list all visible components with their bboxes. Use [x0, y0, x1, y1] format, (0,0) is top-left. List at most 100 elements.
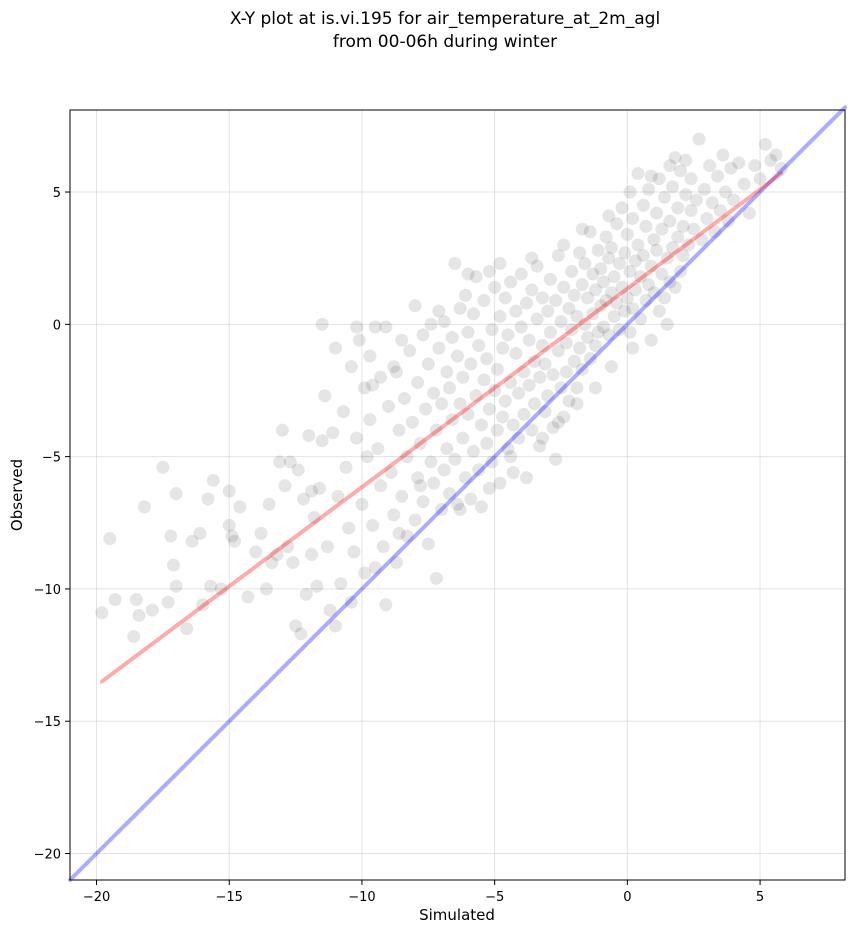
data-point: [485, 323, 499, 337]
data-point: [392, 526, 406, 540]
data-point: [551, 415, 565, 429]
data-point: [713, 204, 727, 218]
data-point: [374, 479, 388, 493]
data-point: [636, 198, 650, 212]
data-point: [490, 362, 504, 376]
data-point: [289, 619, 303, 633]
data-point: [363, 349, 377, 363]
data-point: [665, 241, 679, 255]
data-point: [586, 307, 600, 321]
data-point: [389, 365, 403, 379]
data-point: [328, 619, 342, 633]
data-point: [748, 159, 762, 173]
y-tick-label: −20: [34, 848, 61, 863]
regression-fit-line: [99, 171, 784, 684]
data-point: [551, 249, 565, 263]
data-point: [602, 209, 616, 223]
data-point: [634, 312, 648, 326]
data-point: [397, 391, 411, 405]
data-point: [634, 270, 648, 284]
data-point: [501, 328, 515, 342]
data-point: [108, 593, 122, 607]
data-point: [440, 442, 454, 456]
data-point: [302, 428, 316, 442]
data-point: [466, 444, 480, 458]
data-point: [469, 270, 483, 284]
data-point: [769, 148, 783, 162]
data-point: [525, 251, 539, 265]
data-point: [204, 579, 218, 593]
data-point: [145, 603, 159, 617]
data-point: [355, 497, 369, 511]
data-point: [275, 423, 289, 437]
data-point: [570, 309, 584, 323]
data-point: [594, 262, 608, 276]
data-point: [435, 503, 449, 517]
data-point: [493, 309, 507, 323]
data-point: [389, 555, 403, 569]
data-point: [567, 288, 581, 302]
data-point: [575, 222, 589, 236]
data-point: [496, 410, 510, 424]
data-point: [636, 249, 650, 263]
data-point: [711, 169, 725, 183]
data-point: [403, 344, 417, 358]
y-axis-ticks: −20 −15 −10 −5 0 5: [34, 186, 70, 863]
data-point: [689, 193, 703, 207]
x-tick-label: 5: [756, 890, 764, 905]
data-point: [551, 344, 565, 358]
data-point: [663, 159, 677, 173]
data-point: [535, 291, 549, 305]
data-point: [323, 603, 337, 617]
data-point: [559, 365, 573, 379]
data-point: [533, 439, 547, 453]
data-point: [583, 352, 597, 366]
data-point: [416, 328, 430, 342]
data-point: [437, 463, 451, 477]
data-point: [660, 251, 674, 265]
data-point: [445, 413, 459, 427]
data-point: [342, 521, 356, 535]
data-point: [658, 291, 672, 305]
data-point: [286, 555, 300, 569]
data-point: [676, 219, 690, 233]
data-point: [543, 325, 557, 339]
data-point: [543, 272, 557, 286]
data-point: [328, 341, 342, 355]
data-point: [673, 164, 687, 178]
data-point: [424, 455, 438, 469]
data-point: [392, 423, 406, 437]
data-point: [554, 381, 568, 395]
data-point: [764, 153, 778, 167]
x-tick-label: −10: [348, 890, 375, 905]
data-point: [557, 410, 571, 424]
data-point: [376, 540, 390, 554]
data-point: [612, 323, 626, 337]
data-point: [161, 595, 175, 609]
data-point: [326, 426, 340, 440]
data-point: [530, 259, 544, 273]
data-point: [583, 225, 597, 239]
data-point: [546, 368, 560, 382]
data-point: [758, 137, 772, 151]
data-point: [310, 579, 324, 593]
x-tick-label: −5: [485, 890, 504, 905]
data-point: [573, 341, 587, 355]
data-point: [458, 288, 472, 302]
data-point: [684, 204, 698, 218]
data-point: [368, 561, 382, 575]
data-point: [193, 526, 207, 540]
data-point: [416, 495, 430, 509]
data-point: [644, 169, 658, 183]
data-point: [655, 222, 669, 236]
data-point: [249, 545, 263, 559]
data-point: [612, 256, 626, 270]
data-point: [488, 280, 502, 294]
data-point: [214, 582, 228, 596]
data-point: [705, 196, 719, 210]
data-point: [281, 540, 295, 554]
data-point: [477, 294, 491, 308]
data-point: [424, 317, 438, 331]
data-point: [557, 280, 571, 294]
x-tick-label: −15: [216, 890, 243, 905]
